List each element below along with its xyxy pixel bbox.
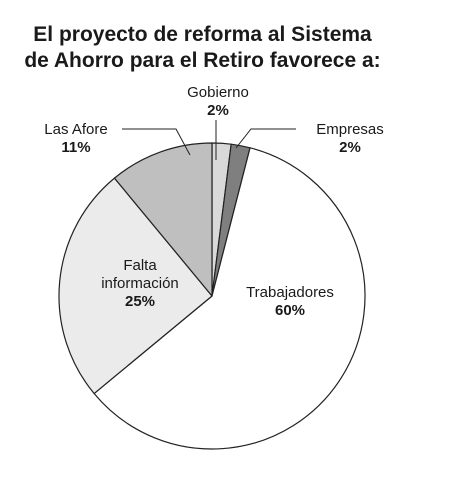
slice-label-1-falta-informacion: Falta <box>123 257 157 274</box>
slice-label-trabajadores: Trabajadores <box>246 284 334 301</box>
slice-value-gobierno: 2% <box>207 102 229 119</box>
slice-label-gobierno: Gobierno <box>187 84 249 101</box>
slice-label-las-afore: Las Afore <box>44 121 107 138</box>
slice-value-trabajadores: 60% <box>275 302 305 319</box>
slice-label-empresas: Empresas <box>316 121 384 138</box>
leader-lines <box>122 120 296 160</box>
pie-slice-trabajadores <box>93 147 366 450</box>
slice-labels: Gobierno2%Empresas2%Trabajadores60%Falta… <box>44 84 383 319</box>
chart-title-line-2: de Ahorro para el Retiro favorece a: <box>24 49 381 72</box>
chart-title: El proyecto de reforma al Sistema de Aho… <box>0 22 405 74</box>
slice-value-las-afore: 11% <box>61 139 90 156</box>
pie-slice-las-afore <box>113 142 213 297</box>
leader-line-las-afore <box>122 128 191 156</box>
chart-title-line-1: El proyecto de reforma al Sistema <box>33 23 372 46</box>
pie-slice-falta-informacion <box>58 177 213 395</box>
slice-value-falta-informacion: 25% <box>125 293 155 310</box>
slice-value-empresas: 2% <box>339 139 361 156</box>
slice-label-2-falta-informacion: información <box>101 275 179 292</box>
leader-line-empresas <box>235 128 296 149</box>
pie-slices <box>58 142 366 450</box>
